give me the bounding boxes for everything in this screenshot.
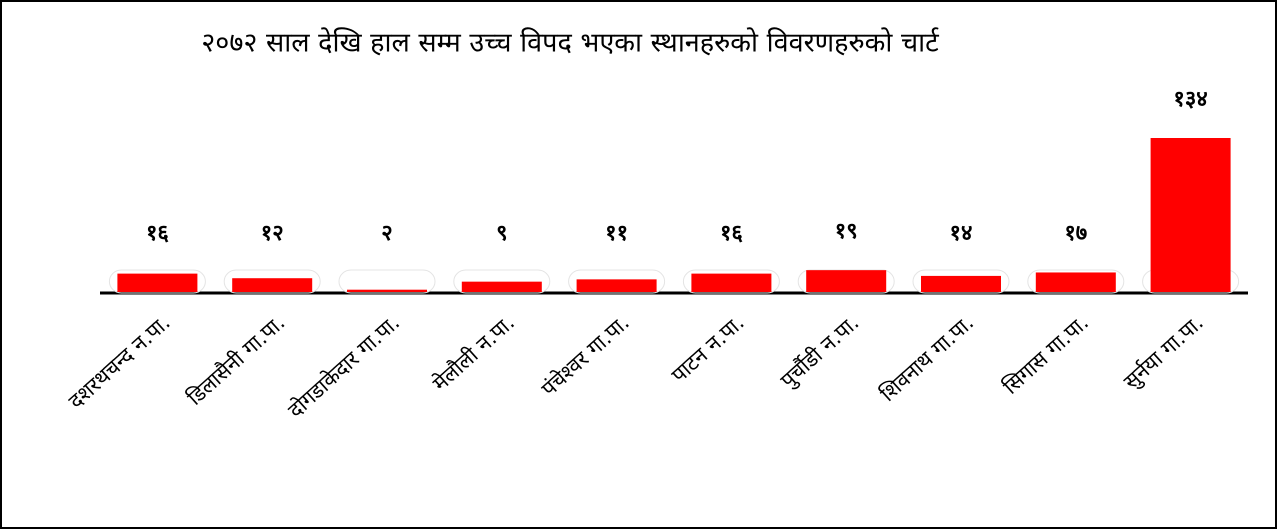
bar-shadow bbox=[1027, 269, 1125, 294]
bar bbox=[691, 273, 772, 292]
bar-shadow bbox=[338, 269, 436, 294]
bar bbox=[347, 289, 427, 292]
bar-shadow bbox=[453, 269, 551, 294]
value-label: १६ bbox=[720, 221, 743, 246]
value-label: २ bbox=[381, 221, 392, 246]
bar-shadow bbox=[108, 269, 206, 294]
bar-shadow bbox=[223, 269, 321, 294]
value-label: ९ bbox=[496, 221, 507, 246]
bar bbox=[461, 281, 542, 292]
chart-title: २०७२ साल देखि हाल सम्म उच्च विपद भएका स्… bbox=[201, 27, 939, 59]
value-label: १६ bbox=[146, 221, 169, 246]
bar bbox=[806, 270, 887, 292]
bar-shadow bbox=[682, 269, 780, 294]
value-label: ११ bbox=[605, 221, 628, 246]
value-label: १४ bbox=[950, 221, 973, 246]
bar-shadow bbox=[568, 269, 666, 294]
bar bbox=[576, 279, 657, 292]
bar-shadow bbox=[797, 269, 895, 294]
bar-shadow bbox=[912, 269, 1010, 294]
value-label: १२ bbox=[261, 221, 284, 246]
value-label: १९ bbox=[835, 219, 858, 244]
bar bbox=[1150, 138, 1231, 292]
value-label: १७ bbox=[1064, 221, 1087, 246]
bar bbox=[232, 278, 313, 292]
bar bbox=[117, 273, 198, 292]
bar bbox=[1035, 272, 1116, 292]
value-label: १३४ bbox=[1173, 87, 1207, 112]
bar bbox=[921, 275, 1001, 292]
